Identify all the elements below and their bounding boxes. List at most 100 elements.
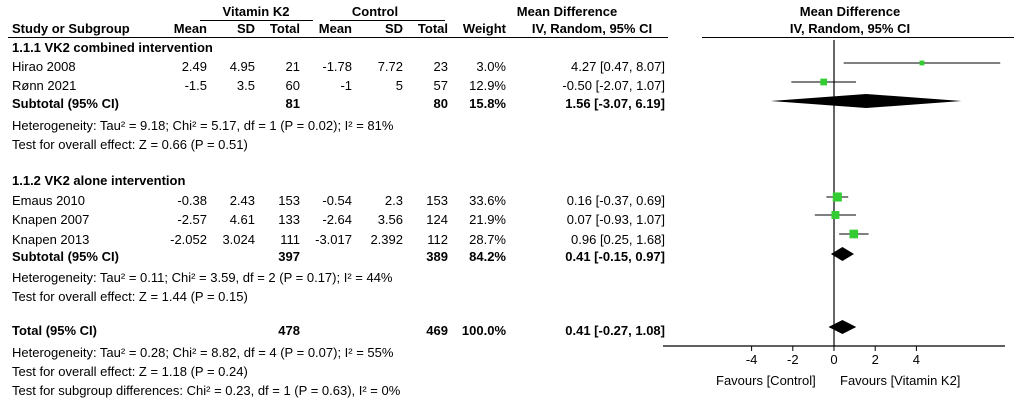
vk2-total-value: 133 [278, 212, 300, 227]
ci-value: 4.27 [0.47, 8.07] [571, 59, 665, 74]
vk2-sd-value: 4.95 [229, 59, 255, 74]
x-axis-tick-label: -2 [787, 352, 799, 367]
vk2-total-value: 153 [278, 193, 300, 208]
control-sd-value: 7.72 [377, 59, 403, 74]
control-mean-value: -1 [340, 78, 352, 93]
vk2-mean-value: -0.38 [177, 193, 207, 208]
weight-value: 28.7% [469, 232, 506, 247]
vk2-total-value: 21 [285, 59, 300, 74]
study-effect-square [831, 211, 840, 219]
header-vk2-sd: SD [236, 21, 255, 36]
header-control-sd: SD [384, 21, 403, 36]
control-group-underline [330, 20, 445, 21]
total-label: Total (95% CI) [12, 323, 97, 338]
vk2-total-value: 60 [285, 78, 300, 93]
study-name: Emaus 2010 [12, 193, 85, 208]
total-overall-effect-text: Test for overall effect: Z = 1.18 (P = 0… [12, 364, 248, 379]
subgroup-2-title: 1.1.2 VK2 alone intervention [12, 173, 186, 188]
vk2-mean-value: -2.57 [177, 212, 207, 227]
control-mean-value: -0.54 [322, 193, 352, 208]
pooled-diamond [828, 320, 857, 334]
header-control-mean: Mean [318, 21, 352, 36]
control-total-value: 112 [427, 232, 448, 247]
study-name: Hirao 2008 [12, 59, 76, 74]
header-weight: Weight [462, 21, 506, 36]
favours-vitamin-k2-label: Favours [Vitamin K2] [840, 373, 961, 388]
subtotal-vk2-total: 81 [285, 96, 300, 111]
vk2-sd-value: 2.43 [229, 193, 255, 208]
pooled-diamond [770, 94, 962, 108]
header-study-or-subgroup: Study or Subgroup [12, 21, 130, 36]
study-name: Rønn 2021 [12, 78, 77, 93]
header-md-plot: Mean Difference [799, 4, 901, 19]
subgroup-differences-text: Test for subgroup differences: Chi² = 0.… [12, 383, 401, 398]
header-md-plot-sub: IV, Random, 95% CI [789, 21, 911, 36]
study-effect-square [849, 229, 859, 239]
header-vk2-mean: Mean [173, 21, 207, 36]
overall-effect-text: Test for overall effect: Z = 0.66 (P = 0… [12, 137, 248, 152]
control-total-value: 153 [426, 193, 448, 208]
header-rule-table [8, 37, 668, 38]
vk2-total-value: 111 [280, 232, 300, 247]
header-control-total: Total [417, 21, 448, 36]
header-control-group: Control [351, 4, 399, 19]
control-total-value: 57 [433, 78, 448, 93]
ci-value: 0.07 [-0.93, 1.07] [566, 212, 665, 227]
total-control-total: 469 [426, 323, 448, 338]
header-md-table-sub: IV, Random, 95% CI [531, 21, 653, 36]
total-vk2-total: 478 [278, 323, 300, 338]
control-total-value: 124 [426, 212, 448, 227]
subtotal-control-total: 80 [433, 96, 448, 111]
ci-value: 0.16 [-0.37, 0.69] [566, 193, 665, 208]
heterogeneity-text: Heterogeneity: Tau² = 0.11; Chi² = 3.59,… [12, 270, 393, 285]
heterogeneity-text: Heterogeneity: Tau² = 9.18; Chi² = 5.17,… [12, 118, 394, 133]
ci-value: -0.50 [-2.07, 1.07] [562, 78, 665, 93]
vk2-mean-value: -1.5 [184, 78, 207, 93]
vk2-mean-value: 2.49 [181, 59, 207, 74]
vk2-sd-value: 3.5 [236, 78, 255, 93]
favours-control-label: Favours [Control] [716, 373, 816, 388]
total-weight: 100.0% [461, 323, 506, 338]
total-heterogeneity-text: Heterogeneity: Tau² = 0.28; Chi² = 8.82,… [12, 345, 394, 360]
x-axis-tick-label: -4 [746, 352, 758, 367]
study-effect-square [919, 60, 925, 66]
pooled-diamond [830, 247, 854, 261]
header-rule-plot [702, 37, 1014, 38]
header-vitamin-k2-group: Vitamin K2 [222, 4, 290, 19]
total-ci: 0.41 [-0.27, 1.08] [565, 323, 665, 338]
weight-value: 21.9% [469, 212, 506, 227]
control-total-value: 23 [433, 59, 448, 74]
control-mean-value: -1.78 [322, 59, 352, 74]
study-name: Knapen 2007 [12, 212, 90, 227]
study-effect-square [820, 78, 828, 86]
header-vk2-total: Total [269, 21, 300, 36]
weight-value: 3.0% [476, 59, 506, 74]
control-sd-value: 5 [395, 78, 403, 93]
subtotal-label: Subtotal (95% CI) [12, 96, 119, 111]
vk2-sd-value: 4.61 [229, 212, 255, 227]
vk2-mean-value: -2.052 [170, 232, 207, 247]
control-mean-value: -2.64 [322, 212, 352, 227]
subtotal-vk2-total: 397 [278, 249, 300, 264]
x-axis-tick-label: 4 [913, 352, 920, 367]
control-sd-value: 2.3 [384, 193, 403, 208]
control-sd-value: 2.392 [370, 232, 403, 247]
study-name: Knapen 2013 [12, 232, 90, 247]
weight-value: 12.9% [469, 78, 506, 93]
subgroup-1-title: 1.1.1 VK2 combined intervention [12, 40, 213, 55]
subtotal-label: Subtotal (95% CI) [12, 249, 119, 264]
control-mean-value: -3.017 [315, 232, 352, 247]
x-axis-tick-label: 0 [830, 352, 837, 367]
control-sd-value: 3.56 [377, 212, 403, 227]
weight-value: 33.6% [469, 193, 506, 208]
overall-effect-text: Test for overall effect: Z = 1.44 (P = 0… [12, 289, 248, 304]
study-effect-square [832, 192, 842, 202]
vk2-sd-value: 3.024 [222, 232, 255, 247]
ci-value: 0.96 [0.25, 1.68] [571, 232, 665, 247]
subtotal-control-total: 389 [426, 249, 448, 264]
subtotal-weight: 15.8% [469, 96, 506, 111]
vk2-group-underline [200, 20, 313, 21]
subtotal-ci: 0.41 [-0.15, 0.97] [565, 249, 665, 264]
